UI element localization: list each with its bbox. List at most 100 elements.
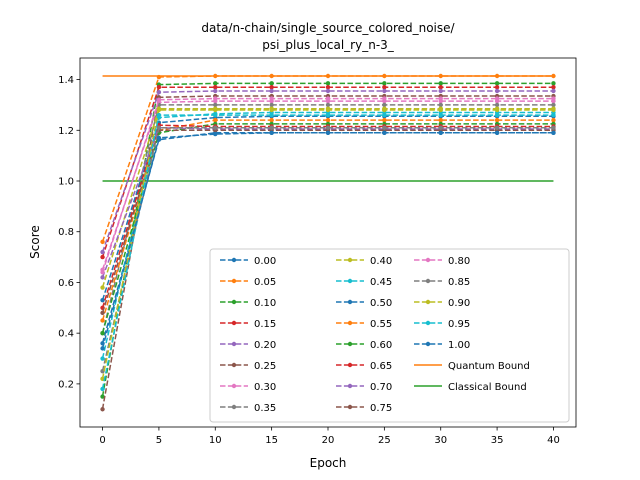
legend-label: 0.20 <box>254 340 276 351</box>
y-tick-label: 1.2 <box>58 126 74 137</box>
data-point <box>494 102 500 108</box>
data-point <box>382 96 387 101</box>
data-point <box>269 107 274 113</box>
legend-label: 0.80 <box>448 256 470 267</box>
legend-label: 0.05 <box>254 277 276 288</box>
legend-marker <box>347 362 353 368</box>
data-point <box>325 84 331 90</box>
chart-title-line-1: data/n-chain/single_source_colored_noise… <box>201 21 455 35</box>
x-tick-label: 5 <box>156 435 162 446</box>
data-point <box>100 407 105 412</box>
data-point <box>325 96 331 101</box>
x-tick-label: 15 <box>265 435 278 446</box>
legend-marker <box>347 257 353 263</box>
data-point <box>325 130 331 136</box>
data-point <box>551 102 556 108</box>
data-point <box>213 125 218 130</box>
data-point <box>325 88 331 94</box>
legend-marker <box>347 320 353 326</box>
data-point <box>100 356 105 361</box>
legend-marker <box>231 383 237 389</box>
legend-label: 0.50 <box>370 298 392 309</box>
data-point <box>551 88 556 94</box>
data-point <box>382 117 387 123</box>
legend-marker <box>425 278 431 284</box>
data-point <box>156 74 162 80</box>
y-tick-label: 0.2 <box>58 379 74 390</box>
y-tick-label: 1.4 <box>58 75 74 86</box>
data-point <box>100 249 105 255</box>
legend-label: 0.10 <box>254 298 276 309</box>
data-point <box>100 330 105 336</box>
x-tick-label: 25 <box>378 435 391 446</box>
data-point <box>269 73 274 79</box>
legend-label: 0.25 <box>254 361 276 372</box>
data-point <box>213 73 218 79</box>
legend-label: 0.90 <box>448 298 470 309</box>
chart-title-line-2: psi_plus_local_ry_n-3_ <box>262 38 395 52</box>
legend-label: 0.75 <box>370 403 392 414</box>
data-point <box>382 88 387 94</box>
data-point <box>325 102 331 108</box>
data-point <box>269 84 274 90</box>
data-point <box>156 135 162 141</box>
data-point <box>438 81 443 86</box>
legend-label: 0.60 <box>370 340 392 351</box>
data-point <box>325 107 331 113</box>
data-point <box>494 112 500 118</box>
data-point <box>382 84 387 90</box>
data-point <box>156 97 162 103</box>
legend-label: 0.95 <box>448 319 470 330</box>
data-point <box>100 394 105 399</box>
data-point <box>269 96 274 101</box>
data-point <box>213 96 218 101</box>
legend-marker <box>231 341 237 347</box>
legend-label: 0.15 <box>254 319 276 330</box>
y-axis: 0.2 0.4 0.6 0.8 1.0 1.2 1.4 <box>58 75 80 390</box>
data-point <box>213 88 218 94</box>
data-point <box>382 130 387 136</box>
x-axis: 0 5 10 15 20 25 30 35 40 <box>99 427 560 446</box>
data-point <box>438 96 443 101</box>
legend-label: 0.65 <box>370 361 392 372</box>
data-point <box>213 131 218 137</box>
data-point <box>438 102 443 108</box>
legend-label: 0.00 <box>254 256 276 267</box>
data-point <box>325 73 331 79</box>
legend-marker <box>347 299 353 305</box>
data-point <box>494 125 500 130</box>
x-tick-label: 10 <box>209 435 222 446</box>
y-tick-label: 0.8 <box>58 227 74 238</box>
data-point <box>438 117 443 123</box>
data-point <box>382 81 387 86</box>
data-point <box>551 112 556 118</box>
data-point <box>551 96 556 101</box>
data-point <box>438 88 443 94</box>
legend-label: 0.55 <box>370 319 392 330</box>
data-point <box>494 130 500 136</box>
legend-marker <box>347 383 353 389</box>
data-point <box>156 90 162 95</box>
data-point <box>551 81 556 86</box>
data-point <box>156 84 162 90</box>
data-point <box>269 112 274 118</box>
y-tick-label: 0.4 <box>58 329 74 340</box>
data-point <box>100 275 105 280</box>
data-point <box>269 125 274 130</box>
legend-box <box>209 248 570 423</box>
data-point <box>551 107 556 113</box>
legend: 0.00 0.05 0.10 0.15 0.20 0.25 0.30 0.35 0.40 0.45… <box>209 248 570 423</box>
x-tick-label: 35 <box>491 435 504 446</box>
data-point <box>551 84 556 90</box>
legend-label: 0.85 <box>448 277 470 288</box>
legend-marker <box>347 404 353 410</box>
data-point <box>213 102 218 108</box>
data-point <box>325 81 331 86</box>
data-point <box>494 81 500 86</box>
data-point <box>100 386 105 392</box>
legend-marker <box>425 257 431 263</box>
data-point <box>100 297 105 303</box>
data-point <box>494 84 500 90</box>
y-tick-label: 0.6 <box>58 278 74 289</box>
data-point <box>494 117 500 123</box>
